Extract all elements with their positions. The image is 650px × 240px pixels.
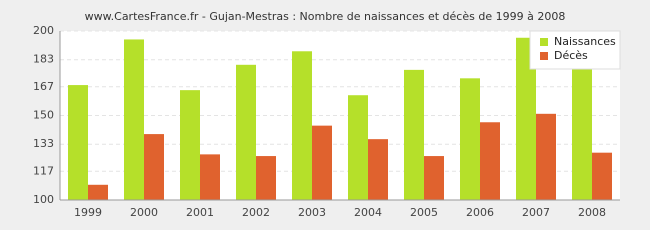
y-tick-label: 200	[33, 24, 54, 37]
bar	[516, 37, 536, 201]
bar	[460, 78, 480, 200]
bar	[480, 122, 500, 200]
x-tick-label: 2000	[130, 206, 158, 219]
bar	[404, 69, 424, 201]
bar	[68, 85, 88, 200]
bar	[312, 125, 332, 200]
legend-label: Naissances	[554, 35, 616, 48]
bar	[348, 95, 368, 200]
legend-label: Décès	[554, 49, 588, 62]
x-tick-label: 2003	[298, 206, 326, 219]
y-tick-label: 183	[33, 53, 54, 66]
legend-swatch	[540, 52, 548, 60]
chart: www.CartesFrance.fr - Gujan-Mestras : No…	[0, 0, 650, 230]
bar	[292, 51, 312, 200]
bar	[256, 156, 276, 200]
x-tick-label: 2008	[578, 206, 606, 219]
legend-swatch	[540, 38, 548, 46]
legend-box	[529, 30, 621, 70]
y-tick-label: 167	[33, 80, 54, 93]
bar	[88, 184, 108, 200]
bar	[144, 134, 164, 200]
bar	[200, 154, 220, 200]
x-tick-label: 2004	[354, 206, 382, 219]
x-tick-label: 2001	[186, 206, 214, 219]
x-tick-label: 2005	[410, 206, 438, 219]
chart-title: www.CartesFrance.fr - Gujan-Mestras : No…	[85, 10, 566, 23]
bar	[368, 139, 388, 200]
y-tick-label: 150	[33, 109, 54, 122]
bar	[572, 59, 592, 201]
bar	[236, 64, 256, 200]
y-tick-label: 133	[33, 137, 54, 150]
x-tick-label: 1999	[74, 206, 102, 219]
bar	[124, 39, 144, 201]
y-tick-label: 117	[33, 164, 54, 177]
bar	[424, 156, 444, 200]
bar	[592, 152, 612, 200]
x-tick-label: 2007	[522, 206, 550, 219]
bar	[180, 90, 200, 200]
x-tick-label: 2002	[242, 206, 270, 219]
x-tick-label: 2006	[466, 206, 494, 219]
y-tick-label: 100	[33, 193, 54, 206]
bar	[536, 113, 556, 200]
